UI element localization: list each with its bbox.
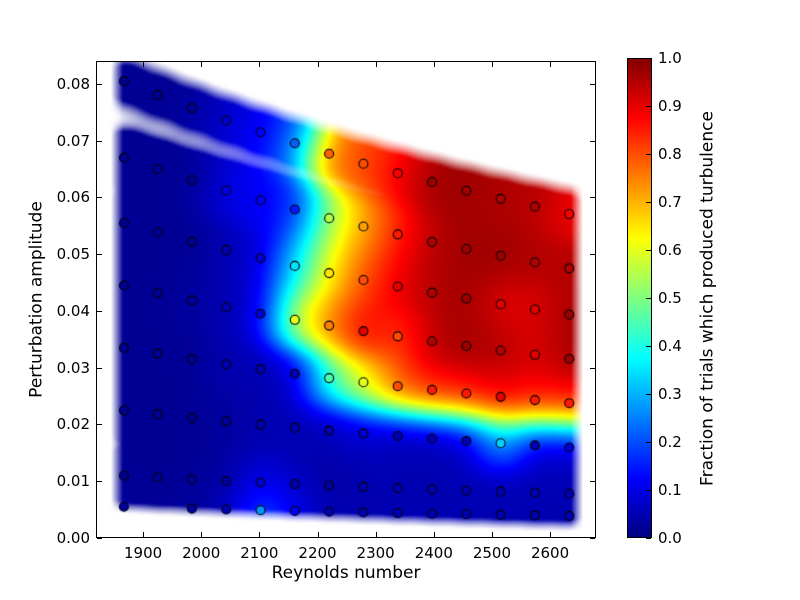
colorbar-tick-label: 0.3 bbox=[658, 385, 682, 403]
x-tick-label: 2300 bbox=[356, 544, 395, 562]
y-tick-label: 0.04 bbox=[56, 301, 90, 320]
x-tick-label: 2100 bbox=[240, 544, 279, 562]
colorbar-tick-label: 1.0 bbox=[658, 49, 682, 67]
x-tick-label: 2000 bbox=[182, 544, 221, 562]
colorbar-tick-label: 0.1 bbox=[658, 481, 682, 499]
heatmap-scatter-plot bbox=[96, 61, 596, 538]
y-tick-label: 0.01 bbox=[56, 472, 90, 491]
y-tick-label: 0.06 bbox=[56, 188, 90, 207]
x-tick-label: 2500 bbox=[472, 544, 512, 562]
colorbar-tick-label: 0.0 bbox=[658, 529, 682, 547]
colorbar bbox=[627, 58, 652, 538]
x-tick-label: 2600 bbox=[530, 544, 570, 562]
colorbar-tick-label: 0.2 bbox=[658, 433, 682, 451]
colorbar-tick-label: 0.8 bbox=[658, 145, 682, 163]
x-tick-label: 2400 bbox=[414, 544, 453, 562]
colorbar-tick-label: 0.9 bbox=[658, 97, 682, 115]
y-tick-label: 0.00 bbox=[56, 529, 90, 547]
colorbar-tick-label: 0.7 bbox=[658, 193, 682, 211]
y-tick-label: 0.05 bbox=[56, 245, 90, 264]
y-tick-label: 0.07 bbox=[56, 131, 90, 150]
y-tick-label: 0.02 bbox=[56, 415, 90, 434]
x-axis-label: Reynolds number bbox=[271, 563, 421, 583]
colorbar-tick-label: 0.6 bbox=[658, 241, 682, 259]
x-tick-label: 2200 bbox=[298, 544, 337, 562]
x-tick-label: 1900 bbox=[123, 544, 163, 562]
y-tick-label: 0.08 bbox=[56, 74, 90, 93]
colorbar-tick-label: 0.5 bbox=[658, 289, 682, 307]
y-tick-label: 0.03 bbox=[56, 358, 90, 377]
colorbar-tick-label: 0.4 bbox=[658, 337, 682, 355]
